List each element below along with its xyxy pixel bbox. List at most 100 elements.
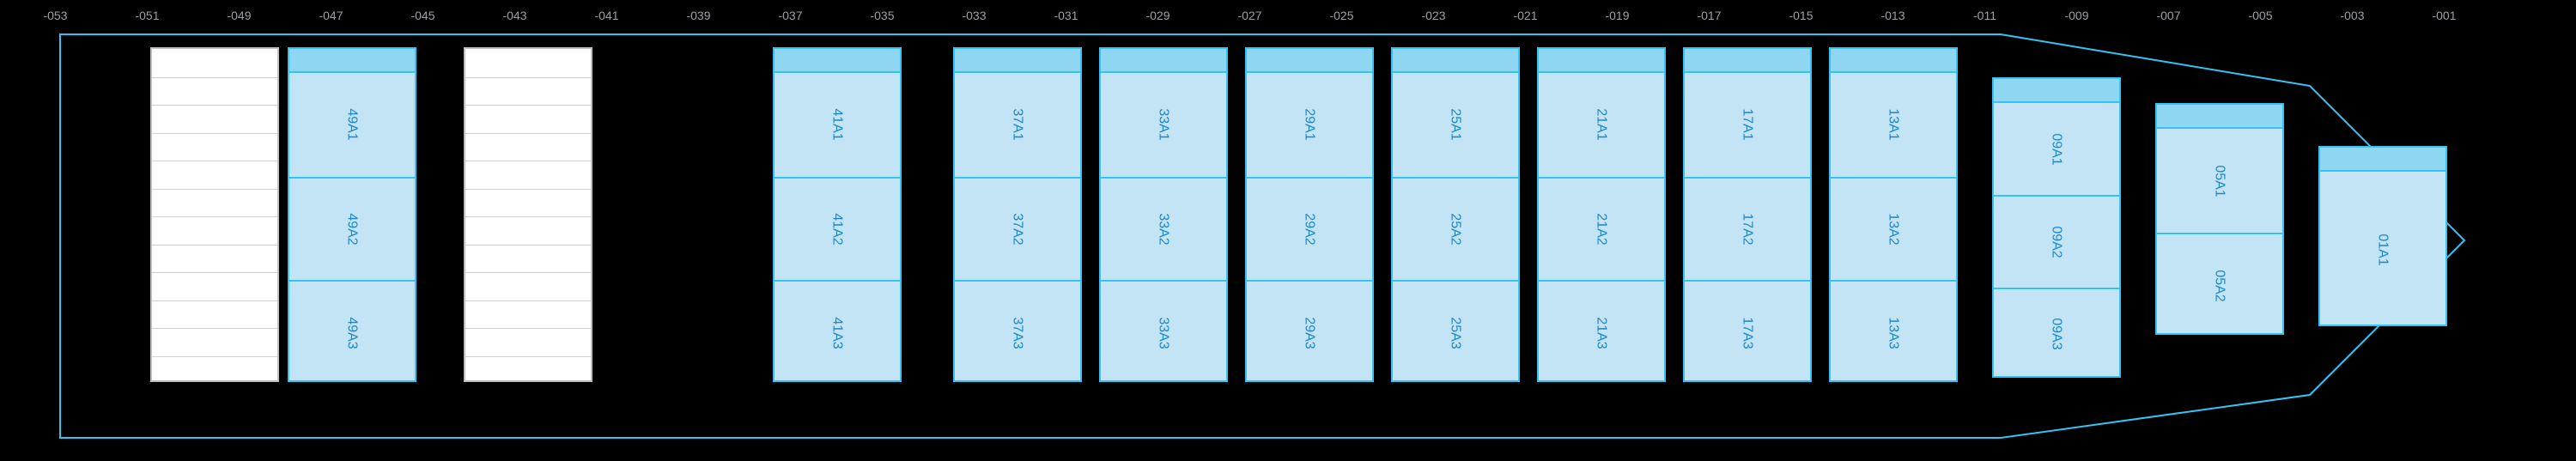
column-label: -041 <box>586 9 629 22</box>
empty-row <box>152 356 277 357</box>
bay-41[interactable]: 41A1 41A2 41A3 <box>773 47 902 382</box>
cell-label: 13A3 <box>1886 317 1901 349</box>
cell-label: 17A2 <box>1740 213 1755 245</box>
bay-cell[interactable]: 49A1 <box>289 73 415 177</box>
empty-row <box>152 272 277 273</box>
bay-cell[interactable]: 17A1 <box>1685 73 1810 177</box>
cell-label: 29A2 <box>1302 213 1317 245</box>
bay-cell[interactable]: 29A3 <box>1247 280 1372 384</box>
empty-row <box>152 245 277 246</box>
cell-label: 29A3 <box>1302 317 1317 349</box>
bay-cell[interactable]: 01A1 <box>2320 172 2445 328</box>
column-label: -021 <box>1504 9 1547 22</box>
column-label: -027 <box>1229 9 1272 22</box>
cell-label: 41A1 <box>829 109 845 141</box>
cell-label: 49A2 <box>344 213 360 245</box>
bay-cell[interactable]: 25A2 <box>1393 177 1518 281</box>
bay-09[interactable]: 09A1 09A2 09A3 <box>1992 77 2121 378</box>
column-label: -001 <box>2423 9 2466 22</box>
bay-25[interactable]: 25A125A2 25A3 <box>1391 47 1520 382</box>
column-label: -003 <box>2331 9 2374 22</box>
empty-row <box>465 300 591 301</box>
bay-header <box>1685 49 1810 73</box>
bay-cell[interactable]: 21A3 <box>1539 280 1664 384</box>
bay-header <box>2320 148 2445 172</box>
cell-label: 37A2 <box>1010 213 1025 245</box>
bay-cell[interactable]: 25A1 <box>1393 73 1518 177</box>
empty-row <box>152 77 277 78</box>
ship-bay-diagram: -001-003-005-007-009-011-013-015-017-019… <box>0 0 2576 461</box>
cell-label: 09A3 <box>2049 318 2064 350</box>
bay-cell[interactable]: 17A3 <box>1685 280 1810 384</box>
bay-cell[interactable]: 09A1 <box>1994 103 2119 195</box>
bay-cell[interactable]: 29A1 <box>1247 73 1372 177</box>
cell-label: 09A1 <box>2049 133 2064 165</box>
bay-cell[interactable]: 13A3 <box>1831 280 1956 384</box>
bay-cell[interactable]: 13A1 <box>1831 73 1956 177</box>
column-label: -025 <box>1321 9 1364 22</box>
bay-49[interactable]: 49A1 49A2 49A3 <box>288 47 416 382</box>
bay-cell[interactable]: 05A2 <box>2157 233 2282 337</box>
bay-cell[interactable]: 37A2 <box>955 177 1080 281</box>
bay-29[interactable]: 29A1 29A2 29A3 <box>1245 47 1374 382</box>
cell-label: 13A1 <box>1886 109 1901 141</box>
bay-cell[interactable]: 33A3 <box>1101 280 1226 384</box>
cell-label: 25A3 <box>1448 317 1463 349</box>
empty-row <box>465 356 591 357</box>
cell-label: 49A1 <box>344 109 360 141</box>
bay-01[interactable]: 01A1 <box>2318 146 2447 326</box>
bay-33[interactable]: 33A1 33A2 33A3 <box>1099 47 1228 382</box>
empty-row <box>152 300 277 301</box>
bay-cell[interactable]: 13A2 <box>1831 177 1956 281</box>
empty-row <box>152 105 277 106</box>
column-label: -051 <box>126 9 169 22</box>
bay-cell[interactable]: 37A3 <box>955 280 1080 384</box>
cell-label: 41A2 <box>829 213 845 245</box>
bay-cell[interactable]: 25A3 <box>1393 280 1518 384</box>
bay-cell[interactable]: 09A3 <box>1994 288 2119 379</box>
bay-header <box>1831 49 1956 73</box>
cell-label: 33A1 <box>1156 109 1171 141</box>
cell-label: 21A2 <box>1594 213 1609 245</box>
bay-header <box>2157 105 2282 129</box>
bay-13[interactable]: 13A1 13A2 13A3 <box>1829 47 1958 382</box>
bay-header <box>1994 79 2119 103</box>
bay-37[interactable]: 37A1 37A2 37A3 <box>953 47 1082 382</box>
empty-row <box>465 105 591 106</box>
empty-row <box>152 133 277 134</box>
empty-bay-53[interactable] <box>150 47 279 382</box>
bay-cell[interactable]: 21A1 <box>1539 73 1664 177</box>
bay-cell[interactable]: 33A2 <box>1101 177 1226 281</box>
bay-cell[interactable]: 21A2 <box>1539 177 1664 281</box>
column-label: -013 <box>1872 9 1915 22</box>
bay-05[interactable]: 05A1 05A2 <box>2155 103 2284 335</box>
cell-label: 49A3 <box>344 317 360 349</box>
column-label: -011 <box>1964 9 2007 22</box>
bay-cell[interactable]: 37A1 <box>955 73 1080 177</box>
cell-label: 05A1 <box>2212 165 2227 197</box>
bay-cell[interactable]: 49A2 <box>289 177 415 281</box>
bay-cell[interactable]: 41A2 <box>775 177 900 281</box>
empty-bay-45[interactable] <box>464 47 592 382</box>
cell-label: 41A3 <box>829 317 845 349</box>
column-label: -035 <box>861 9 904 22</box>
cell-label: 21A3 <box>1594 317 1609 349</box>
bay-cell[interactable]: 41A3 <box>775 280 900 384</box>
cell-label: 17A3 <box>1740 317 1755 349</box>
bay-cell[interactable]: 49A3 <box>289 280 415 384</box>
cell-label: 05A2 <box>2212 270 2227 301</box>
bay-17[interactable]: 17A1 17A2 17A3 <box>1683 47 1812 382</box>
bay-header <box>1101 49 1226 73</box>
bay-cell[interactable]: 29A2 <box>1247 177 1372 281</box>
empty-row <box>152 216 277 217</box>
bay-cell[interactable]: 05A1 <box>2157 129 2282 233</box>
column-label: -023 <box>1413 9 1455 22</box>
bay-21[interactable]: 21A1 21A2 21A3 <box>1537 47 1666 382</box>
cell-label: 33A2 <box>1156 213 1171 245</box>
bay-cell[interactable]: 33A1 <box>1101 73 1226 177</box>
empty-row <box>152 189 277 190</box>
bay-cell[interactable]: 41A1 <box>775 73 900 177</box>
bay-cell[interactable]: 17A2 <box>1685 177 1810 281</box>
column-label: -017 <box>1688 9 1731 22</box>
bay-cell[interactable]: 09A2 <box>1994 195 2119 287</box>
